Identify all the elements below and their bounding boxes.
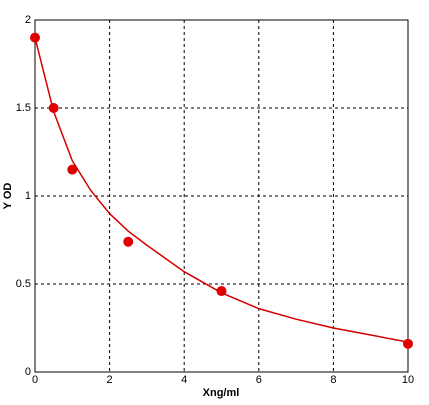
x-axis-title: Xng/ml bbox=[203, 387, 240, 399]
data-point bbox=[216, 286, 227, 297]
y-axis-title: Y OD bbox=[2, 183, 14, 210]
x-tick-label: 8 bbox=[330, 374, 336, 386]
x-tick-label: 0 bbox=[32, 374, 38, 386]
data-point bbox=[67, 164, 78, 175]
plot-frame bbox=[34, 19, 409, 373]
fit-curve bbox=[34, 37, 409, 343]
x-tick-label: 4 bbox=[181, 374, 187, 386]
x-tick-label: 10 bbox=[402, 374, 414, 386]
y-tick-label: 1 bbox=[25, 190, 31, 202]
x-tick-label: 6 bbox=[256, 374, 262, 386]
y-tick-label: 0 bbox=[25, 366, 31, 378]
data-point bbox=[30, 32, 40, 43]
x-tick-label: 2 bbox=[107, 374, 113, 386]
y-tick-label: 1.5 bbox=[16, 102, 31, 114]
data-point bbox=[123, 236, 134, 247]
y-tick-label: 0.5 bbox=[16, 278, 31, 290]
y-tick-label: 2 bbox=[25, 14, 31, 26]
data-point bbox=[403, 338, 413, 349]
data-point bbox=[48, 103, 59, 113]
